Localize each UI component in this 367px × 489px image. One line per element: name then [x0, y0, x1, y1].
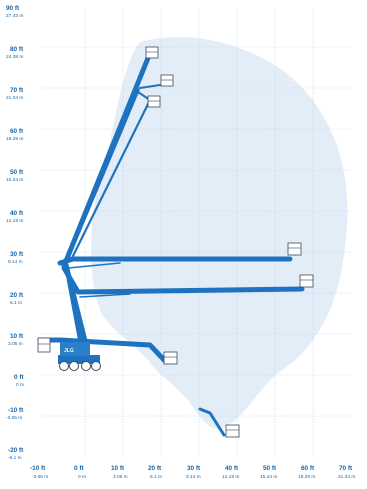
- wheel: [91, 361, 101, 371]
- basket-below-grade: [225, 424, 240, 438]
- x-tick-ft: 10 ft: [111, 465, 125, 472]
- y-tick-ft: 20 ft: [10, 292, 24, 299]
- x-tick-m: 9.14 m: [186, 474, 201, 480]
- basket-body: [147, 95, 161, 108]
- y-tick-ft: 40 ft: [10, 210, 24, 217]
- x-axis-labels: -10 ft -3.05 m 0 ft 0 m 10 ft 3.05 m 20 …: [30, 465, 355, 480]
- boom-upper-stroke: [64, 88, 140, 264]
- machine-chassis: [58, 355, 100, 364]
- x-tick-ft: 0 ft: [74, 465, 84, 472]
- boom-horizontal-upper-underside: [67, 262, 121, 269]
- platform-baskets: [145, 46, 314, 438]
- y-axis-labels: 90 ft 27.43 m 80 ft 24.38 m 70 ft 21.34 …: [6, 5, 24, 461]
- x-tick-m: 6.1 m: [150, 474, 162, 480]
- boom-upper-stroke: [70, 98, 152, 260]
- basket-body: [145, 46, 159, 59]
- basket-body: [287, 242, 302, 256]
- x-tick-ft: 40 ft: [225, 465, 239, 472]
- y-tick-ft: 30 ft: [10, 251, 24, 258]
- boom-horizontal-lower: [61, 265, 305, 295]
- y-tick-ft: 80 ft: [10, 46, 24, 53]
- y-tick-m: 9.14 m: [8, 259, 23, 265]
- jib-top: [139, 84, 161, 89]
- wheel: [69, 361, 79, 371]
- x-tick-m: 18.29 m: [298, 474, 315, 480]
- basket-body: [160, 74, 174, 87]
- x-tick-ft: 60 ft: [301, 465, 315, 472]
- y-tick-m: 18.29 m: [6, 136, 23, 142]
- basket-body: [299, 274, 314, 288]
- basket-horizontal-upper: [287, 242, 302, 256]
- y-tick-m: -3.05 m: [6, 415, 22, 421]
- x-tick-m: 3.05 m: [113, 474, 128, 480]
- x-tick-m: 21.34 m: [338, 474, 355, 480]
- x-tick-m: 15.24 m: [260, 474, 277, 480]
- y-tick-ft: -10 ft: [8, 407, 24, 414]
- boom-horizontal-upper: [57, 256, 293, 266]
- y-tick-ft: -20 ft: [8, 447, 24, 454]
- y-tick-m: 3.05 m: [8, 341, 23, 347]
- y-tick-ft: 90 ft: [6, 5, 20, 12]
- x-tick-m: 12.19 m: [222, 474, 239, 480]
- x-tick-m: 0 m: [78, 474, 86, 480]
- y-tick-m: -6.1 m: [8, 455, 22, 461]
- basket-body: [37, 337, 51, 353]
- y-tick-ft: 60 ft: [10, 128, 24, 135]
- machine-base: JLG: [58, 342, 101, 371]
- working-envelope: [91, 37, 348, 429]
- basket-low-reach: [163, 351, 178, 365]
- x-tick-ft: 50 ft: [263, 465, 277, 472]
- basket-horizontal-lower: [299, 274, 314, 288]
- y-tick-ft: 50 ft: [10, 169, 24, 176]
- x-tick-ft: -10 ft: [30, 465, 46, 472]
- x-tick-ft: 20 ft: [148, 465, 162, 472]
- y-tick-m: 27.43 m: [6, 13, 23, 19]
- vertical-gridlines: [84, 8, 314, 458]
- y-tick-m: 6.1 m: [10, 300, 22, 306]
- machine-logo: JLG: [64, 348, 74, 354]
- y-tick-ft: 0 ft: [14, 374, 24, 381]
- wheel: [59, 361, 69, 371]
- y-tick-m: 15.24 m: [6, 177, 23, 183]
- y-tick-ft: 10 ft: [10, 333, 24, 340]
- y-tick-m: 24.38 m: [6, 54, 23, 60]
- y-tick-m: 21.34 m: [6, 95, 23, 101]
- basket-upper-right: [160, 74, 174, 87]
- basket-body: [225, 424, 240, 438]
- y-tick-ft: 70 ft: [10, 87, 24, 94]
- y-tick-m: 12.19 m: [6, 218, 23, 224]
- basket-body: [163, 351, 178, 365]
- wheel: [81, 361, 91, 371]
- x-tick-m: -3.05 m: [32, 474, 48, 480]
- x-tick-ft: 30 ft: [187, 465, 201, 472]
- basket-stowed: [37, 337, 51, 353]
- basket-top: [145, 46, 159, 59]
- machine-turntable: [60, 342, 90, 356]
- x-tick-ft: 70 ft: [339, 465, 353, 472]
- boom-configurations: [37, 55, 305, 437]
- boom-horizontal-lower-underside: [79, 293, 131, 298]
- y-tick-m: 0 m: [16, 382, 24, 388]
- boom-below-grade: [198, 407, 226, 437]
- basket-upper-lower: [147, 95, 161, 108]
